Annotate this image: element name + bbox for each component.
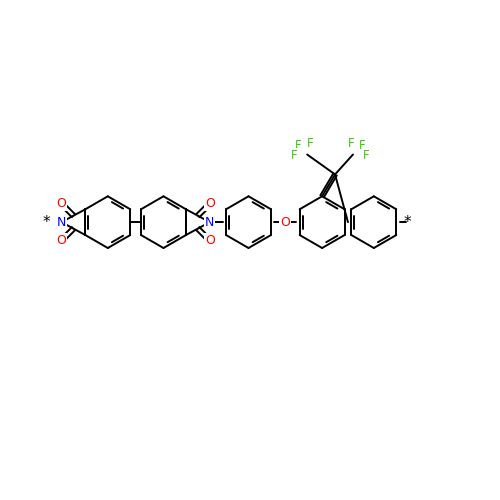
Text: F: F [307,137,314,150]
Text: *: * [43,214,51,230]
Text: F: F [348,137,354,150]
Text: F: F [291,149,298,162]
Text: O: O [56,234,66,247]
Text: F: F [362,149,369,162]
Text: F: F [358,139,365,152]
Text: O: O [280,216,290,228]
Text: F: F [295,139,302,152]
Text: O: O [205,234,214,247]
Text: O: O [56,198,66,210]
Text: O: O [205,198,214,210]
Text: N: N [57,216,66,228]
Text: N: N [205,216,214,228]
Text: *: * [404,214,411,230]
